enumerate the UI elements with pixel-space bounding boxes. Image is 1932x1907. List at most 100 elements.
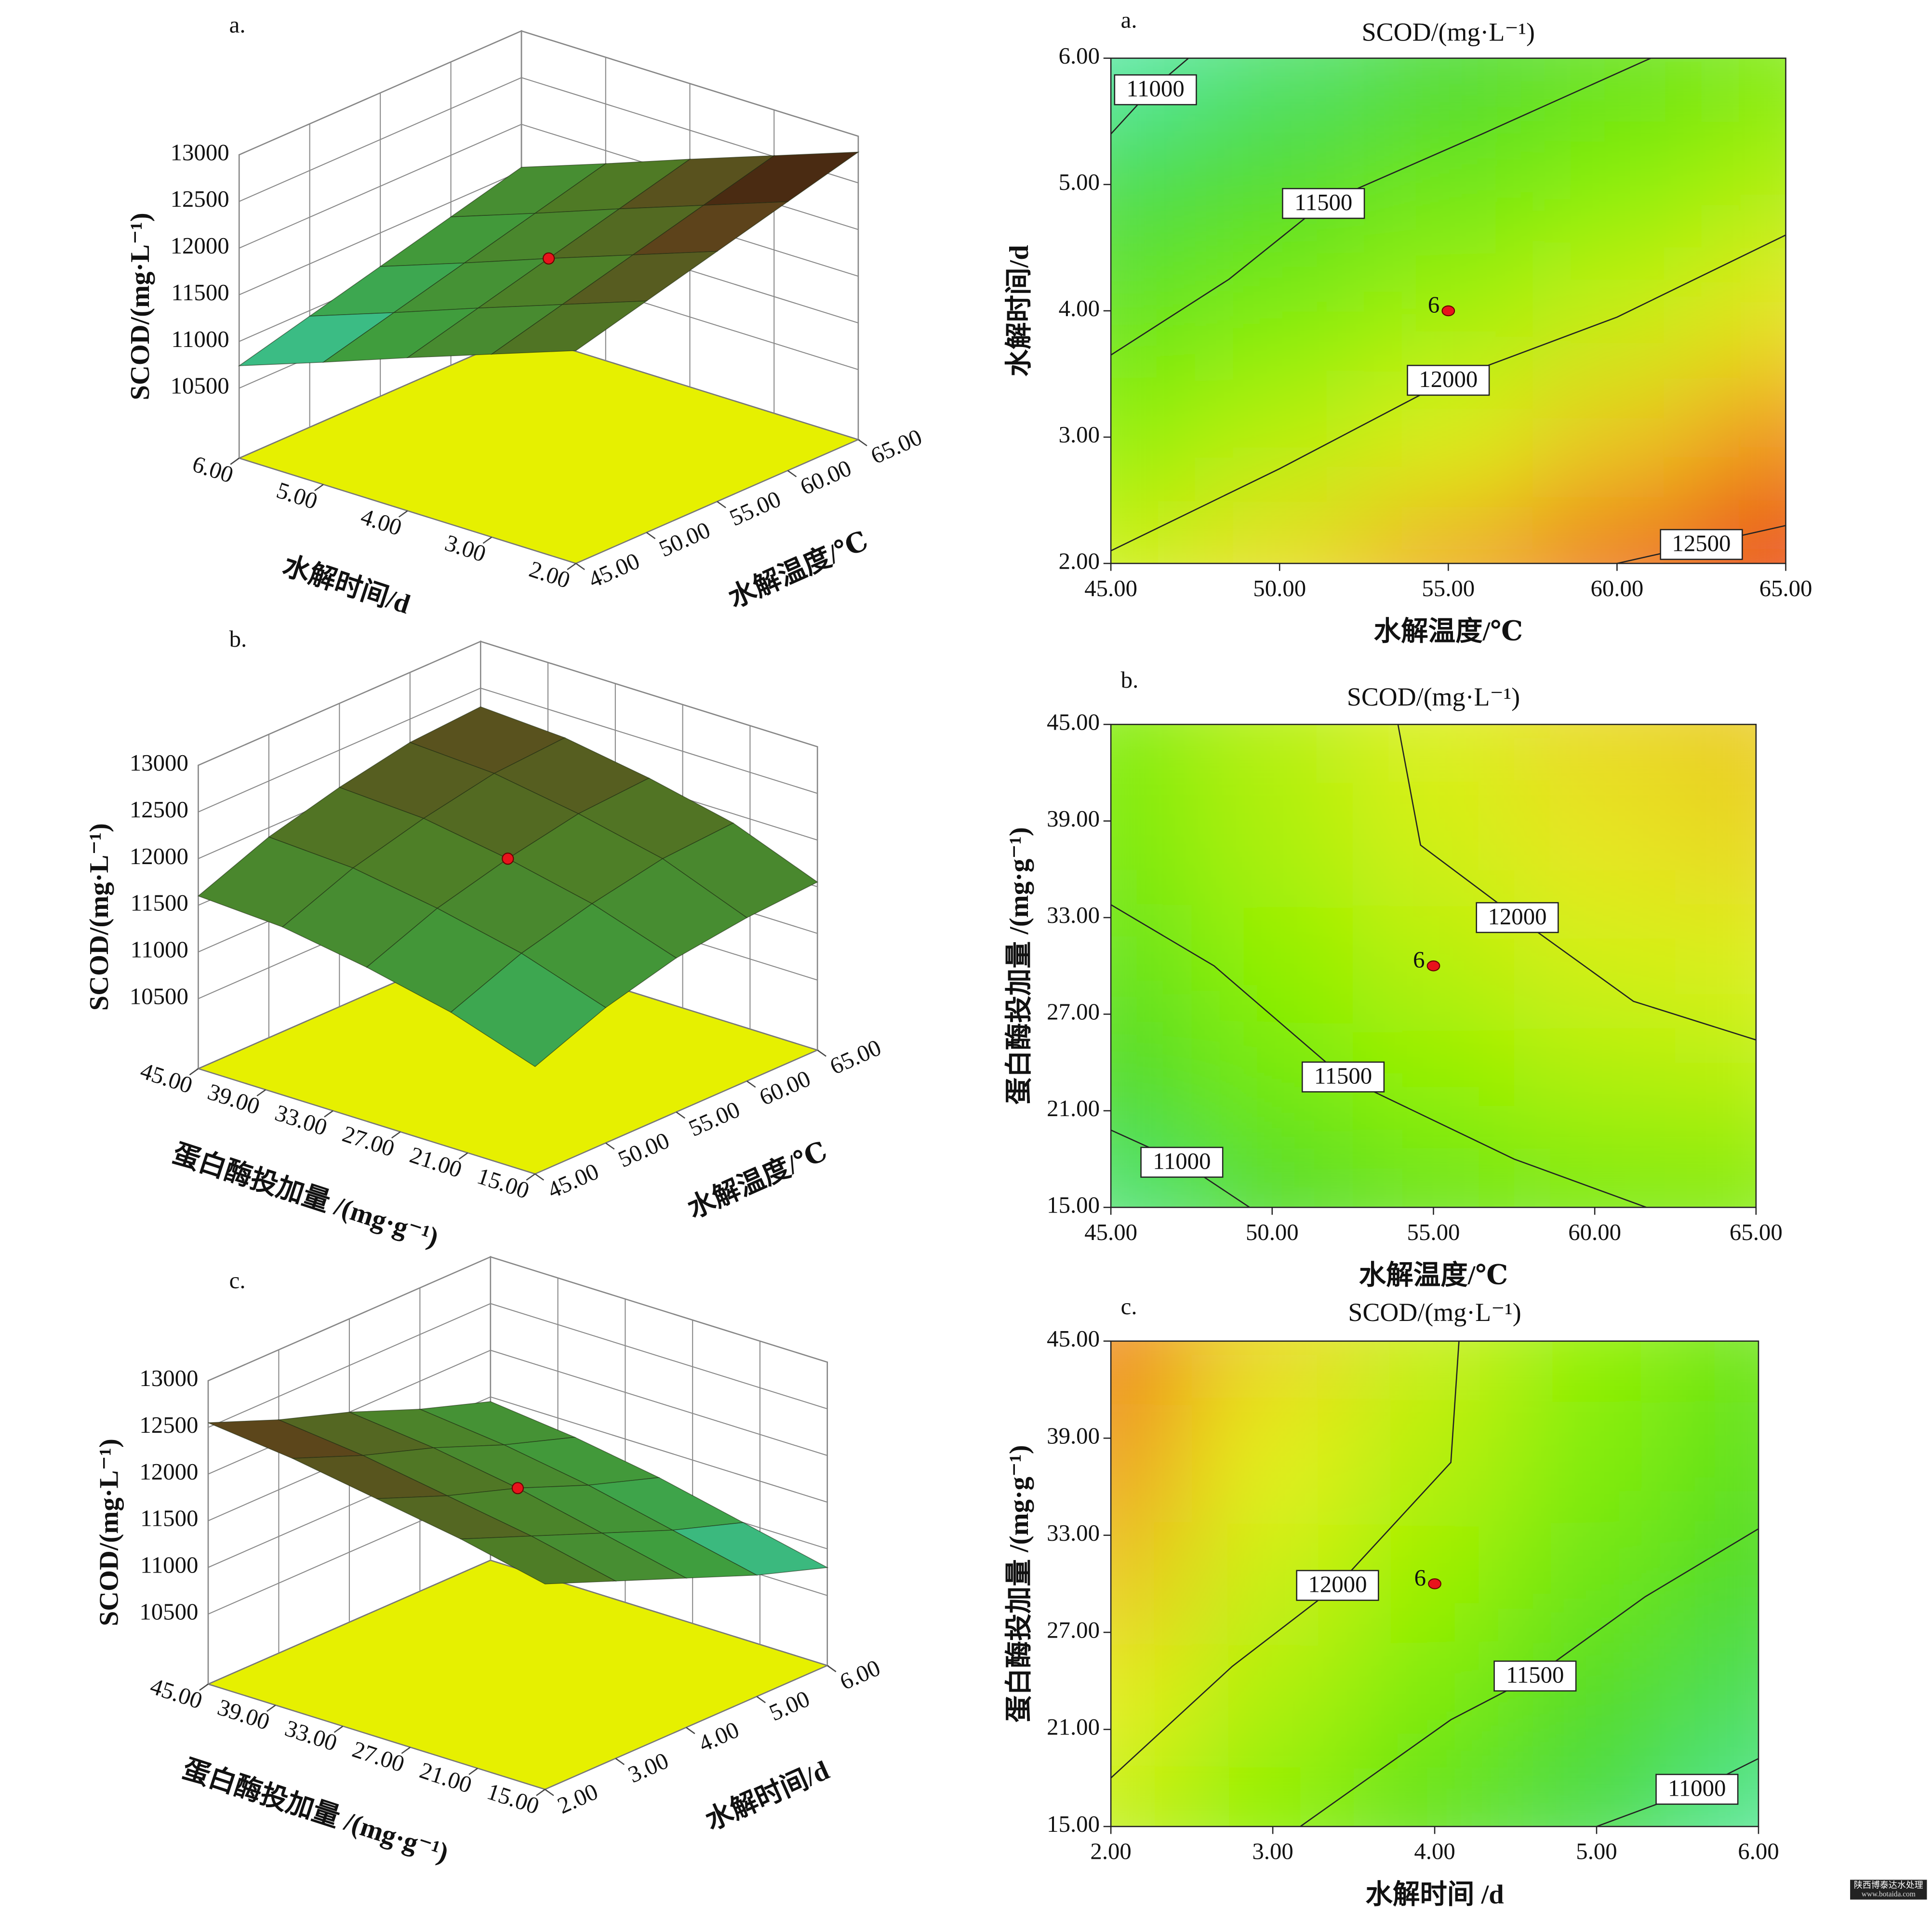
field-clip: [1111, 724, 1756, 1208]
field-cell: [1111, 785, 1192, 907]
panel-label: a.: [1121, 6, 1137, 33]
field-cell: [1354, 1401, 1517, 1524]
field-cell: [1353, 724, 1515, 786]
field-cell: [1532, 247, 1702, 375]
z-tick-label: 11500: [131, 890, 188, 916]
y-tick-label: 2.00: [1059, 547, 1100, 574]
field-cell: [1701, 121, 1786, 249]
y-tick: [266, 1705, 276, 1712]
field-cell: [1111, 905, 1192, 1027]
field-cell: [1701, 373, 1786, 501]
y-tick: [567, 563, 576, 571]
field-cell: [1111, 121, 1196, 249]
center-point: [1441, 305, 1455, 317]
x-tick: [756, 1696, 766, 1704]
y-tick: [482, 536, 493, 544]
y-axis-title: 蛋白酶投加量 /(mg·g⁻¹): [1004, 827, 1034, 1105]
surface-patch: [490, 300, 648, 355]
field-cell: [1532, 58, 1702, 122]
contour-label: 12500: [1672, 530, 1731, 557]
field-cell: [1191, 905, 1354, 1027]
y-tick: [401, 1747, 411, 1754]
y-tick-label: 4.00: [1059, 295, 1100, 321]
contour-label-box: [1493, 1660, 1577, 1692]
x-axis-title: 水解温度/℃: [1359, 1260, 1508, 1291]
field-cell: [1353, 1147, 1515, 1208]
x-tick: [717, 501, 726, 508]
x-tick: [676, 1111, 685, 1119]
y-tick-label: 15.00: [1047, 1191, 1100, 1218]
field-cell: [1677, 1523, 1759, 1645]
x-tick: [858, 439, 867, 447]
y-tick-label: 33.00: [1047, 1520, 1100, 1546]
y-tick-label: 27.00: [1047, 1616, 1100, 1643]
contour-label: 11500: [1294, 189, 1352, 215]
chart-title: SCOD/(mg·L⁻¹): [1348, 1298, 1521, 1327]
y-tick: [189, 1068, 199, 1076]
field-cell: [1516, 1523, 1679, 1645]
z-tick-label: 12000: [171, 232, 229, 259]
field-cell: [1111, 1341, 1193, 1402]
center-count: 6: [1414, 1564, 1426, 1591]
contour-label-box: [1407, 364, 1490, 396]
z-tick-label: 11000: [140, 1552, 198, 1578]
panel-label: a.: [229, 12, 246, 38]
y-tick-label: 33.00: [1047, 902, 1100, 928]
y-tick: [391, 1131, 401, 1139]
field-cell: [1514, 785, 1676, 907]
field-cell: [1677, 1341, 1759, 1402]
x-tick-label: 50.00: [1246, 1219, 1299, 1245]
x-tick: [605, 1142, 615, 1150]
contour-label-box: [1140, 1147, 1224, 1178]
x-tick-label: 45.00: [1084, 1219, 1137, 1245]
y-tick: [536, 1788, 546, 1796]
z-axis-title: SCOD/(mg·L⁻¹): [84, 823, 114, 1011]
z-tick-label: 13000: [130, 749, 188, 776]
field-cell: [1111, 373, 1196, 501]
y-tick-label: 3.00: [1059, 421, 1100, 448]
surface-patch: [450, 953, 607, 1067]
y-tick: [458, 1152, 468, 1160]
z-tick-label: 11500: [171, 279, 229, 306]
y-tick: [230, 457, 240, 465]
z-tick-label: 10500: [139, 1598, 198, 1625]
y-tick-label: 39.00: [1047, 805, 1100, 832]
x-tick-label: 50.00: [1253, 575, 1306, 601]
field-cell: [1111, 1766, 1193, 1827]
contour-label-box: [1660, 529, 1743, 560]
contour-label: 12000: [1308, 1571, 1367, 1597]
field-cell: [1191, 724, 1354, 786]
x-tick: [545, 1788, 554, 1796]
contour-label: 11500: [1506, 1662, 1564, 1688]
chart-title: SCOD/(mg·L⁻¹): [1347, 682, 1520, 711]
y-tick: [256, 1089, 266, 1097]
chart-title: SCOD/(mg·L⁻¹): [1362, 17, 1535, 46]
x-tick: [787, 470, 797, 478]
panel-label: b.: [229, 626, 247, 652]
field-cell: [1532, 373, 1702, 501]
field-cell: [1195, 58, 1365, 122]
y-tick-label: 45.00: [1047, 708, 1100, 735]
x-tick: [534, 1173, 545, 1181]
y-tick-label: 21.00: [1047, 1714, 1100, 1740]
field-cell: [1514, 1147, 1676, 1208]
field-cell: [1675, 1147, 1756, 1208]
field-cell: [1111, 1401, 1193, 1524]
x-tick-label: 2.00: [1090, 1838, 1131, 1865]
z-tick-label: 12500: [171, 186, 229, 212]
y-axis-title: 蛋白酶投加量 /(mg·g⁻¹): [1004, 1445, 1034, 1722]
field-cell: [1195, 121, 1365, 249]
x-tick-label: 6.00: [1738, 1838, 1779, 1865]
contour-label-box: [1301, 1061, 1385, 1093]
watermark-url: www.botaida.com: [1862, 1890, 1916, 1898]
y-tick-label: 5.00: [1059, 169, 1100, 195]
x-tick-label: 65.00: [1759, 575, 1812, 601]
field-cell: [1514, 1026, 1676, 1148]
y-tick-label: 6.00: [1059, 42, 1100, 69]
x-tick: [646, 532, 656, 539]
x-tick-label: 45.00: [1084, 575, 1137, 601]
field-cell: [1354, 1766, 1517, 1827]
y-tick-label: 27.00: [1047, 999, 1100, 1025]
